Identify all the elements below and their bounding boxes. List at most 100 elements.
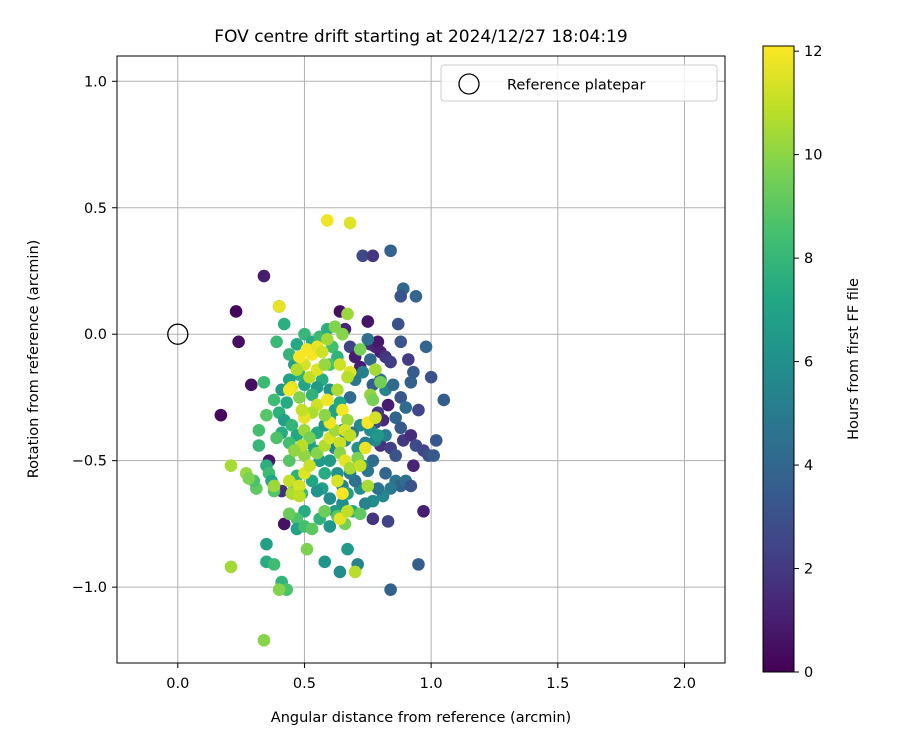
data-point	[336, 487, 349, 500]
data-point	[356, 249, 370, 263]
colorbar-ticks: 0 2 4 6 8 10 12	[794, 44, 822, 681]
data-point	[386, 378, 400, 392]
data-point	[384, 244, 397, 258]
points-layer	[214, 214, 451, 647]
data-point	[303, 459, 316, 473]
colorbar-tick-label: 4	[804, 458, 813, 474]
data-point	[290, 363, 304, 376]
data-point	[244, 378, 258, 392]
colorbar-tick-label: 12	[804, 44, 822, 60]
plot-frame	[116, 55, 726, 664]
chart-title: FOV centre drift starting at 2024/12/27 …	[214, 27, 627, 47]
data-point	[412, 403, 425, 417]
legend-reference-marker	[458, 73, 480, 95]
data-point	[343, 216, 357, 230]
data-point	[341, 504, 354, 518]
data-point	[366, 393, 380, 407]
data-point	[437, 393, 451, 407]
x-tick-label: 1.5	[546, 676, 569, 692]
data-point	[364, 353, 377, 366]
data-point	[384, 355, 397, 369]
data-point	[298, 449, 311, 462]
x-tick-label: 0.5	[293, 676, 316, 692]
colorbar-label: Hours from first FF file	[846, 278, 862, 440]
x-axis-label: Angular distance from reference (arcmin)	[271, 710, 571, 726]
y-tick-label: 0.5	[84, 201, 107, 217]
data-point	[371, 482, 385, 495]
data-point	[427, 449, 440, 462]
x-tick-label: 1.0	[420, 676, 443, 692]
data-point	[280, 396, 294, 409]
data-point	[318, 467, 332, 480]
data-point	[361, 332, 375, 346]
data-point	[288, 444, 301, 457]
data-point	[318, 358, 332, 371]
data-point	[252, 424, 266, 437]
data-point	[389, 411, 402, 424]
data-point	[384, 583, 397, 596]
y-axis-label: Rotation from reference (arcmin)	[26, 240, 42, 479]
data-point	[407, 459, 420, 473]
data-point	[257, 375, 271, 389]
legend: Reference platepar	[440, 64, 718, 102]
data-point	[358, 497, 372, 510]
data-point	[353, 507, 367, 521]
data-point	[333, 565, 347, 579]
data-point	[341, 307, 354, 321]
data-point	[318, 408, 332, 422]
data-point	[343, 461, 357, 475]
data-point	[374, 375, 387, 389]
data-point	[293, 391, 306, 404]
data-point	[358, 441, 372, 455]
data-point	[341, 413, 354, 427]
data-point	[267, 393, 281, 407]
data-point	[343, 429, 357, 442]
colorbar-tick-label: 2	[804, 562, 813, 578]
y-tick-label: 1.0	[84, 74, 107, 90]
data-point	[242, 472, 256, 485]
x-tick-label: 0.0	[166, 676, 189, 692]
data-point	[379, 467, 392, 480]
data-point	[381, 515, 395, 528]
legend-box	[440, 64, 718, 102]
data-point	[429, 434, 443, 447]
data-point	[419, 340, 433, 354]
legend-entry-reference-platepar: Reference platepar	[507, 78, 645, 94]
data-point	[409, 289, 423, 303]
data-point	[285, 418, 299, 432]
colorbar-tick-label: 0	[804, 665, 813, 681]
reference-marker	[167, 323, 189, 345]
data-point	[366, 512, 380, 526]
data-point	[361, 315, 375, 328]
data-point	[293, 489, 306, 503]
data-point	[293, 350, 306, 364]
data-point	[214, 408, 228, 422]
data-point	[272, 583, 286, 596]
data-point	[323, 520, 337, 533]
data-point	[267, 479, 281, 493]
data-point	[333, 358, 347, 371]
y-tick-label: −1.0	[72, 580, 107, 596]
data-point	[260, 537, 273, 551]
data-point	[282, 348, 296, 361]
data-point	[343, 391, 357, 404]
data-point	[353, 343, 367, 356]
data-point	[333, 436, 347, 450]
data-point	[389, 449, 402, 462]
data-point	[320, 332, 334, 346]
data-point	[404, 375, 418, 389]
data-point	[394, 289, 408, 303]
y-tick-label: −0.5	[72, 454, 107, 470]
data-point	[277, 317, 291, 331]
data-point	[404, 429, 418, 442]
data-point	[371, 335, 385, 349]
data-point	[412, 558, 425, 571]
data-point	[341, 542, 354, 556]
colorbar-tick-label: 6	[804, 355, 813, 371]
data-point	[290, 338, 304, 351]
colorbar-gradient	[762, 45, 795, 673]
data-point	[305, 388, 319, 402]
x-tick-label: 2.0	[673, 676, 696, 692]
data-point	[366, 454, 380, 467]
data-point	[417, 504, 430, 518]
